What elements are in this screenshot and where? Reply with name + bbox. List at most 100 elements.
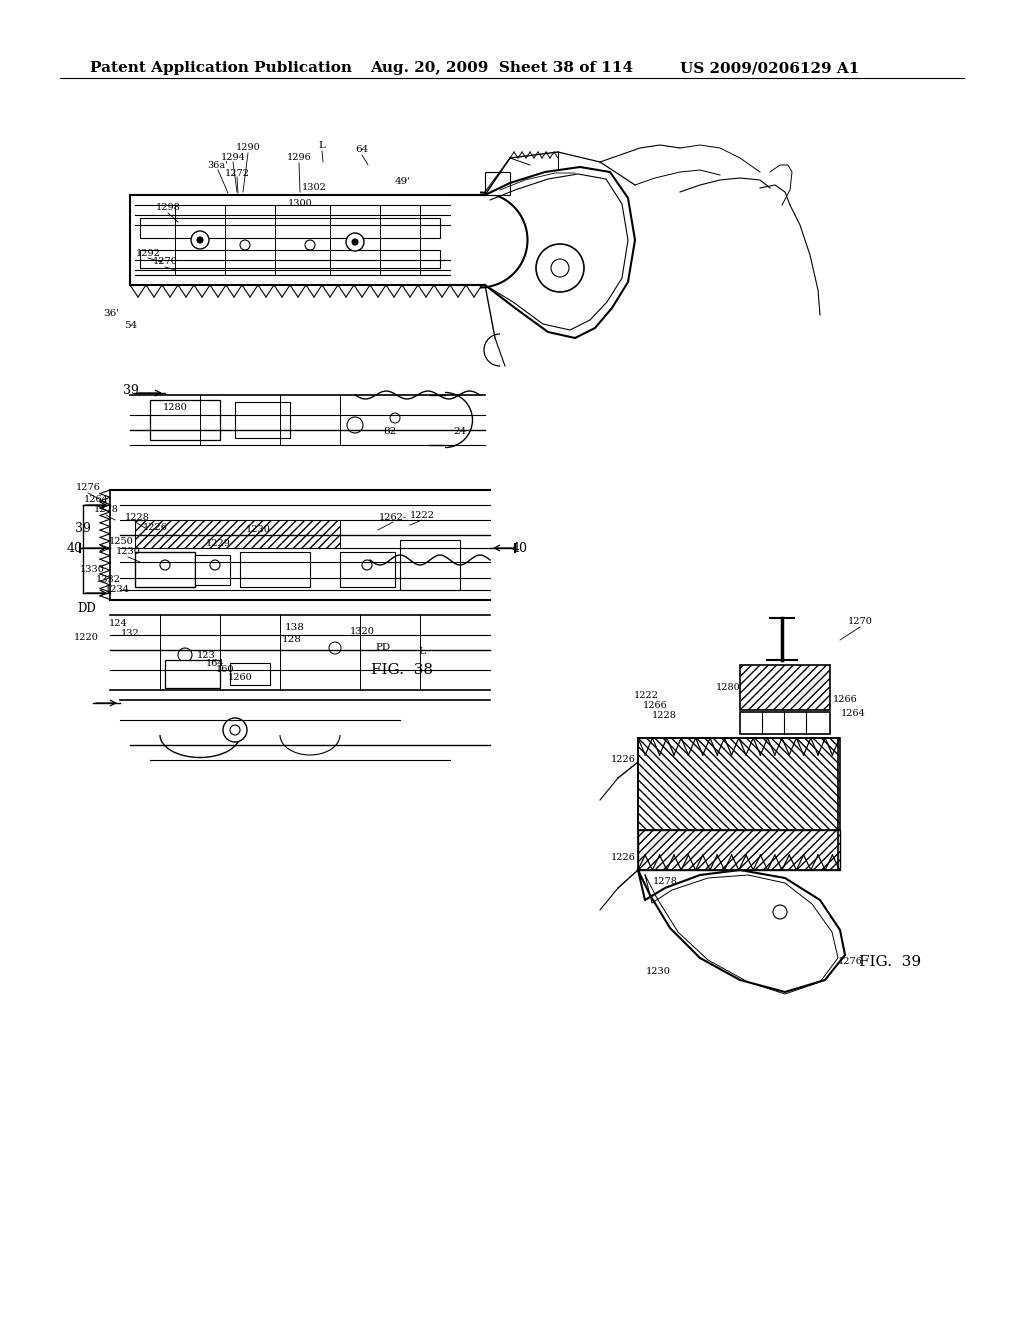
Bar bbox=[485, 172, 510, 195]
Text: DD: DD bbox=[78, 602, 96, 615]
Circle shape bbox=[362, 560, 372, 570]
Bar bbox=[140, 249, 440, 268]
Circle shape bbox=[191, 231, 209, 249]
Circle shape bbox=[240, 240, 250, 249]
Text: 164: 164 bbox=[206, 659, 224, 668]
Text: 1250: 1250 bbox=[109, 536, 133, 545]
Text: 1226: 1226 bbox=[610, 755, 636, 764]
Text: 1266: 1266 bbox=[833, 696, 857, 705]
Text: 1264: 1264 bbox=[84, 495, 109, 504]
Text: PD: PD bbox=[376, 644, 390, 652]
Text: 1228: 1228 bbox=[651, 710, 677, 719]
Text: 1262-: 1262- bbox=[379, 513, 408, 523]
Text: 1226: 1226 bbox=[142, 523, 168, 532]
Text: 1222: 1222 bbox=[410, 511, 434, 520]
Text: L: L bbox=[318, 141, 326, 150]
Text: 128: 128 bbox=[282, 635, 302, 644]
Text: US 2009/0206129 A1: US 2009/0206129 A1 bbox=[680, 61, 859, 75]
Text: 40: 40 bbox=[67, 541, 83, 554]
Text: 1300: 1300 bbox=[288, 198, 312, 207]
Circle shape bbox=[390, 413, 400, 422]
Text: 1230: 1230 bbox=[246, 525, 270, 535]
Text: FIG.  38: FIG. 38 bbox=[371, 663, 433, 677]
Polygon shape bbox=[638, 830, 840, 870]
Bar bbox=[195, 554, 230, 585]
Text: 82: 82 bbox=[383, 428, 396, 437]
Text: 39: 39 bbox=[75, 521, 91, 535]
Text: 1302: 1302 bbox=[301, 182, 327, 191]
Text: 36': 36' bbox=[103, 309, 119, 318]
Circle shape bbox=[536, 244, 584, 292]
Bar bbox=[230, 663, 270, 685]
Text: 1226: 1226 bbox=[610, 853, 636, 862]
Circle shape bbox=[773, 906, 787, 919]
Circle shape bbox=[223, 718, 247, 742]
Text: Aug. 20, 2009  Sheet 38 of 114: Aug. 20, 2009 Sheet 38 of 114 bbox=[370, 61, 633, 75]
Text: 49': 49' bbox=[395, 177, 411, 186]
Text: 1278: 1278 bbox=[93, 506, 119, 515]
Text: 40: 40 bbox=[512, 541, 528, 554]
Text: 1228: 1228 bbox=[125, 513, 150, 523]
Text: 1320: 1320 bbox=[349, 627, 375, 636]
Text: 1272: 1272 bbox=[224, 169, 250, 177]
Text: 1278: 1278 bbox=[652, 878, 678, 887]
Text: 1276: 1276 bbox=[838, 957, 862, 966]
Text: 1290: 1290 bbox=[236, 144, 260, 153]
Polygon shape bbox=[135, 520, 340, 548]
Text: 1230: 1230 bbox=[645, 968, 671, 977]
Circle shape bbox=[551, 259, 569, 277]
Circle shape bbox=[305, 240, 315, 249]
Bar bbox=[150, 400, 220, 440]
Bar bbox=[340, 552, 395, 587]
Text: 39: 39 bbox=[123, 384, 139, 396]
Text: 1260: 1260 bbox=[227, 672, 252, 681]
Text: 1264: 1264 bbox=[841, 709, 865, 718]
Text: 24: 24 bbox=[454, 428, 467, 437]
Text: FIG.  39: FIG. 39 bbox=[859, 954, 921, 969]
Text: 1294: 1294 bbox=[220, 153, 246, 161]
Text: 124: 124 bbox=[109, 619, 127, 627]
Text: 1234: 1234 bbox=[104, 586, 129, 594]
Text: 36a': 36a' bbox=[208, 161, 228, 169]
Bar bbox=[240, 552, 310, 587]
Text: 1332: 1332 bbox=[95, 576, 121, 585]
Circle shape bbox=[197, 238, 203, 243]
Text: 123: 123 bbox=[197, 651, 215, 660]
Polygon shape bbox=[740, 665, 830, 710]
Text: 138: 138 bbox=[285, 623, 305, 631]
Bar bbox=[234, 403, 290, 438]
Circle shape bbox=[346, 234, 364, 251]
Bar bbox=[135, 552, 195, 587]
Text: 64: 64 bbox=[355, 145, 369, 154]
Circle shape bbox=[352, 239, 358, 246]
Text: 1296: 1296 bbox=[287, 153, 311, 162]
Text: 54: 54 bbox=[124, 321, 137, 330]
Circle shape bbox=[210, 560, 220, 570]
Text: Patent Application Publication: Patent Application Publication bbox=[90, 61, 352, 75]
Text: 1266: 1266 bbox=[643, 701, 668, 710]
Text: 1220: 1220 bbox=[74, 634, 98, 643]
Circle shape bbox=[178, 648, 193, 663]
Text: 1298: 1298 bbox=[156, 203, 180, 213]
Text: 1292: 1292 bbox=[135, 248, 161, 257]
Text: 132: 132 bbox=[121, 628, 139, 638]
Text: 160: 160 bbox=[216, 665, 234, 675]
Text: 1280: 1280 bbox=[716, 684, 740, 693]
Circle shape bbox=[230, 725, 240, 735]
Bar bbox=[740, 711, 830, 734]
Text: 1230: 1230 bbox=[116, 548, 140, 557]
Bar bbox=[400, 540, 460, 590]
Text: 1270: 1270 bbox=[153, 257, 177, 267]
Text: 1222: 1222 bbox=[634, 690, 658, 700]
Text: 1270: 1270 bbox=[848, 618, 872, 627]
Text: 1330: 1330 bbox=[80, 565, 104, 574]
Text: L: L bbox=[419, 648, 425, 656]
Circle shape bbox=[347, 417, 362, 433]
Text: 1229: 1229 bbox=[206, 539, 230, 548]
Text: 1280: 1280 bbox=[163, 404, 187, 412]
Polygon shape bbox=[638, 738, 840, 830]
Circle shape bbox=[160, 560, 170, 570]
Circle shape bbox=[329, 642, 341, 653]
Bar bbox=[165, 660, 220, 688]
Bar bbox=[140, 218, 440, 238]
